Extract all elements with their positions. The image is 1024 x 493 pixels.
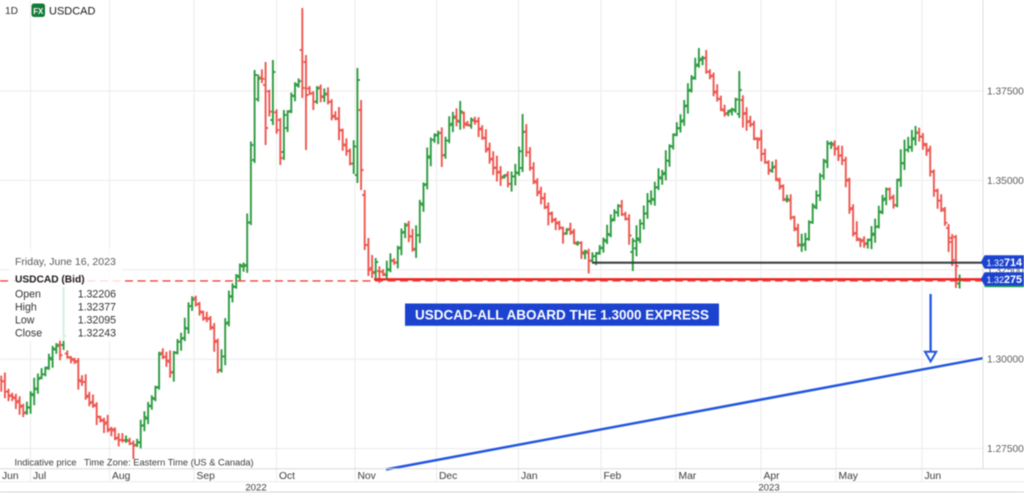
svg-text:Indicative price: Indicative price: [15, 458, 77, 468]
svg-text:FX: FX: [33, 7, 44, 16]
svg-text:Nov: Nov: [358, 471, 377, 482]
svg-text:Jul: Jul: [33, 471, 46, 482]
svg-text:1.27500: 1.27500: [987, 444, 1024, 455]
svg-text:Time Zone: Eastern Time (US &: Time Zone: Eastern Time (US & Canada): [84, 458, 254, 468]
svg-text:Jan: Jan: [521, 471, 538, 482]
svg-text:1.32206: 1.32206: [78, 289, 116, 301]
svg-text:Feb: Feb: [604, 471, 622, 482]
svg-text:Mar: Mar: [679, 471, 697, 482]
svg-text:1.35000: 1.35000: [987, 176, 1024, 187]
svg-text:USDCAD (Bid): USDCAD (Bid): [15, 275, 85, 286]
svg-text:Friday, June 16, 2023: Friday, June 16, 2023: [15, 256, 116, 268]
svg-text:1.32243: 1.32243: [78, 328, 116, 340]
svg-text:1.32714: 1.32714: [987, 257, 1023, 269]
svg-text:1.37500: 1.37500: [987, 87, 1024, 98]
svg-text:USDCAD: USDCAD: [49, 6, 96, 18]
svg-text:Close: Close: [15, 328, 42, 340]
svg-text:Jun: Jun: [2, 471, 19, 482]
svg-text:2022: 2022: [245, 483, 266, 493]
svg-text:2023: 2023: [758, 483, 779, 493]
svg-text:Open: Open: [15, 289, 41, 301]
svg-text:1.32275: 1.32275: [987, 274, 1023, 286]
svg-text:High: High: [15, 302, 37, 314]
svg-text:Apr: Apr: [764, 471, 781, 482]
svg-text:Low: Low: [15, 315, 35, 327]
svg-text:Jun: Jun: [925, 471, 942, 482]
svg-text:1.32095: 1.32095: [78, 315, 116, 327]
svg-text:May: May: [839, 471, 859, 482]
svg-text:USDCAD-ALL ABOARD THE 1.3000 E: USDCAD-ALL ABOARD THE 1.3000 EXPRESS: [415, 308, 709, 323]
svg-text:1.32377: 1.32377: [78, 302, 116, 314]
svg-text:Oct: Oct: [279, 471, 295, 482]
svg-text:1.30000: 1.30000: [987, 355, 1024, 366]
svg-text:1.32500: 1.32500: [987, 265, 1024, 276]
svg-text:Dec: Dec: [439, 471, 457, 482]
svg-text:1D: 1D: [5, 6, 18, 17]
svg-text:Aug: Aug: [112, 471, 131, 482]
svg-text:Sep: Sep: [197, 471, 216, 482]
